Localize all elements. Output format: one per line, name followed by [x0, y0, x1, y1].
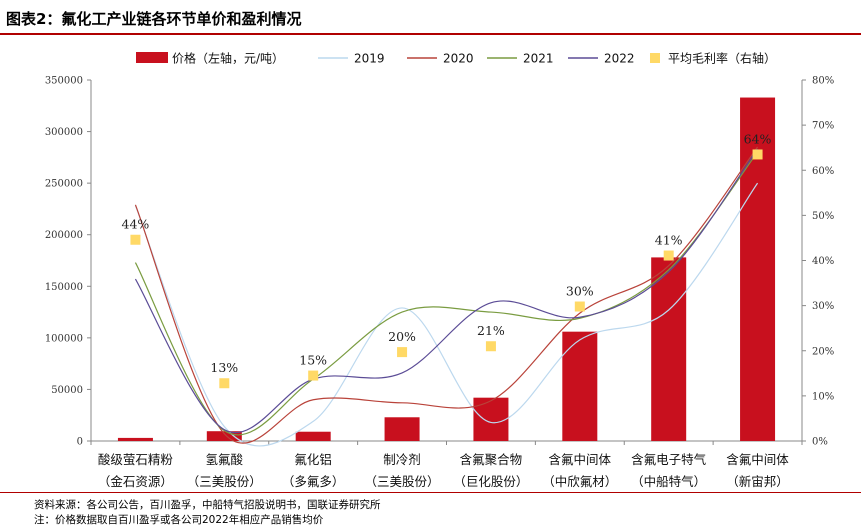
legend-label-line: 2019: [354, 52, 385, 66]
margin-label: 20%: [388, 329, 416, 344]
right-tick-label: 60%: [812, 166, 834, 177]
title-rule: [0, 33, 861, 35]
margin-marker: [485, 341, 496, 352]
left-tick-label: 300000: [45, 127, 83, 138]
margin-marker: [574, 301, 585, 312]
legend-swatch-margin: [650, 53, 660, 63]
left-tick-label: 150000: [45, 282, 83, 293]
right-tick-label: 10%: [812, 391, 834, 402]
margin-label: 30%: [566, 284, 594, 299]
category-sublabel: （三美股份）: [365, 474, 440, 489]
right-tick-label: 70%: [812, 121, 834, 132]
bar: [651, 257, 687, 441]
margin-label: 13%: [210, 360, 238, 375]
price-note: 注：价格数据取自百川盈孚或各公司2022年相应产品销售均价: [34, 514, 324, 526]
category-sublabel: （巨化股份）: [453, 474, 528, 489]
series-line-2019: [134, 182, 759, 447]
margin-label: 44%: [122, 217, 150, 232]
legend-label-margin: 平均毛利率（右轴）: [668, 51, 776, 66]
left-tick-label: 100000: [45, 333, 83, 344]
series-line-2021: [134, 151, 759, 436]
right-tick-label: 50%: [812, 211, 834, 222]
margin-marker: [397, 347, 408, 358]
legend-label-line: 2021: [523, 52, 554, 66]
margin-marker: [663, 250, 674, 261]
bar: [384, 417, 420, 441]
category-label: 酸级萤石精粉: [98, 452, 174, 467]
series-line-2022: [134, 148, 759, 433]
left-tick-label: 350000: [45, 76, 83, 87]
legend-swatch-bar: [136, 52, 168, 63]
category-label: 含氟中间体: [726, 452, 789, 467]
margin-marker: [219, 378, 230, 389]
legend-label-bar: 价格（左轴，元/吨）: [172, 51, 284, 66]
left-tick-label: 200000: [45, 230, 83, 241]
category-label: 氢氟酸: [206, 452, 244, 467]
right-tick-label: 40%: [812, 256, 834, 267]
bar: [740, 97, 776, 441]
category-label: 制冷剂: [383, 452, 421, 467]
category-sublabel: （中欣氟材）: [542, 474, 617, 489]
bar: [562, 331, 598, 441]
bar: [117, 437, 153, 441]
legend-label-line: 2020: [443, 52, 474, 66]
margin-marker: [752, 149, 763, 160]
legend-label-line: 2022: [604, 52, 635, 66]
chart: 0 50000 100000 150000 200000 250000 300000 3500…: [45, 51, 834, 490]
category-sublabel: （多氟多）: [282, 474, 345, 489]
left-tick-label: 0: [77, 437, 83, 448]
category-label: 含氟聚合物: [460, 452, 523, 467]
left-tick-label: 250000: [45, 179, 83, 190]
source-note: 资料来源：各公司公告，百川盈孚，中船特气招股说明书，国联证券研究所: [34, 499, 381, 511]
category-label: 含氟电子特气: [631, 452, 707, 467]
right-tick-label: 0%: [812, 437, 828, 448]
right-tick-label: 20%: [812, 346, 834, 357]
bar: [473, 397, 509, 441]
margin-marker: [308, 370, 319, 381]
category-sublabel: （中船特气）: [631, 474, 706, 489]
category-sublabel: （新宙邦）: [726, 474, 789, 489]
category-sublabel: （金石资源）: [98, 474, 173, 489]
margin-label: 64%: [744, 131, 772, 146]
margin-label: 15%: [299, 353, 327, 368]
series-line-2020: [134, 146, 759, 444]
page-title: 图表2：氟化工产业链各环节单价和盈利情况: [6, 10, 302, 28]
bar: [295, 431, 331, 441]
footer-rule: [0, 492, 861, 493]
margin-marker: [130, 234, 141, 245]
category-label: 含氟中间体: [549, 452, 612, 467]
category-sublabel: （三美股份）: [187, 474, 262, 489]
margin-label: 21%: [477, 323, 505, 338]
bar: [206, 431, 242, 441]
right-tick-label: 80%: [812, 76, 834, 87]
left-tick-label: 50000: [51, 385, 83, 396]
title-bar: 图表2：氟化工产业链各环节单价和盈利情况: [0, 0, 861, 40]
right-tick-label: 30%: [812, 301, 834, 312]
margin-label: 41%: [655, 233, 683, 248]
category-label: 氟化铝: [294, 452, 332, 467]
